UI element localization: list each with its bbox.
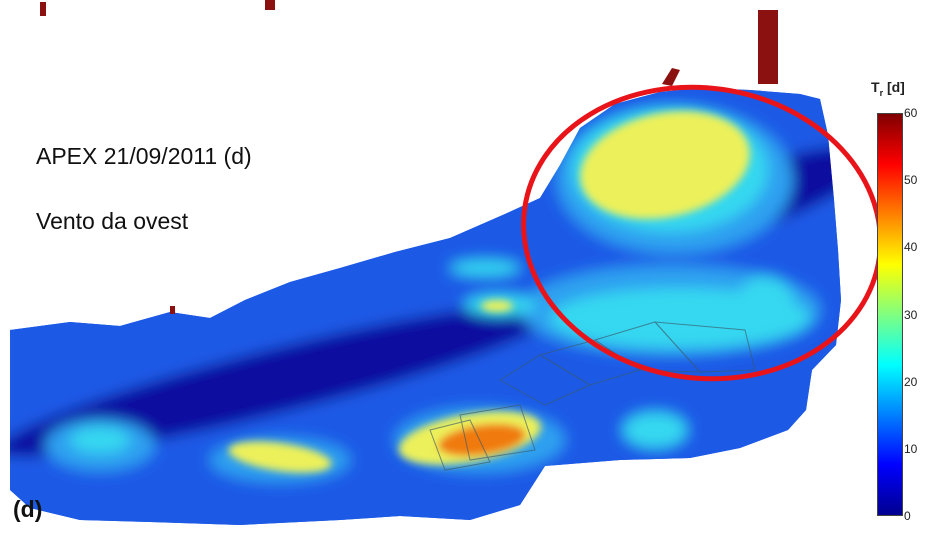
colorbar-tick-label: 50 <box>904 173 918 188</box>
land-stub <box>40 2 46 16</box>
colorbar-tick-label: 30 <box>904 307 918 322</box>
colorbar-tick-label: 20 <box>904 374 918 389</box>
colorbar-subscript: r <box>879 87 884 98</box>
residence-time-field <box>10 88 841 525</box>
land-stub <box>662 68 680 86</box>
land-stubs <box>40 0 778 314</box>
colorbar-title: Tr [d] <box>871 79 905 98</box>
colorbar-tick-label: 10 <box>904 441 918 456</box>
colorbar <box>877 113 903 516</box>
colorbar-tick-label: 60 <box>904 106 918 120</box>
colorbar-tick-label: 40 <box>904 240 918 255</box>
colorbar-tick-label: 0 <box>904 509 911 523</box>
map-caption-title: APEX 21/09/2011 (d) <box>36 143 252 169</box>
land-stub <box>170 306 175 314</box>
colorbar-unit: [d] <box>886 79 905 95</box>
panel-label: (d) <box>13 496 43 522</box>
map-caption-wind: Vento da ovest <box>36 208 189 234</box>
land-stub <box>758 10 778 84</box>
land-stub <box>265 0 275 10</box>
colorbar-symbol: T <box>871 79 880 95</box>
